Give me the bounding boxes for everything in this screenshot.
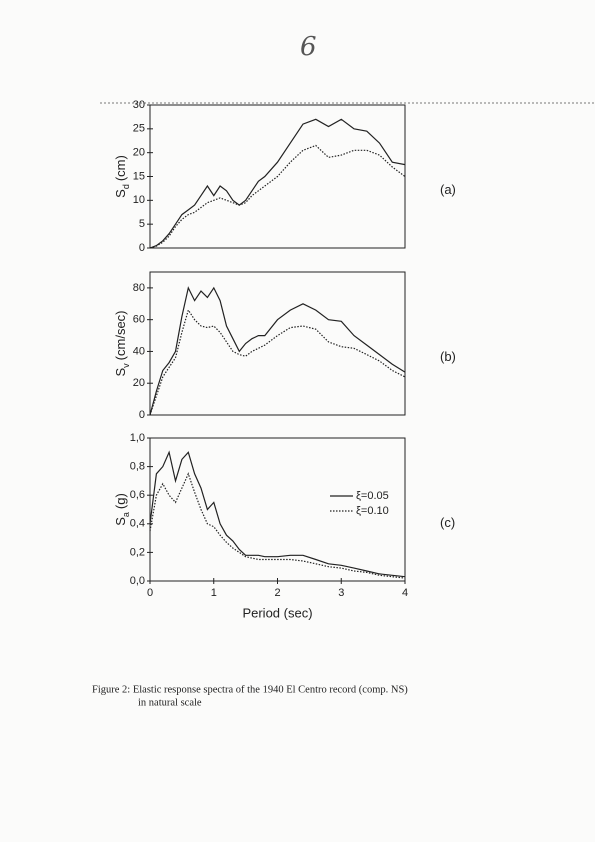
y-axis-label: Sv (cm/sec) (113, 310, 131, 376)
y-tick-label: 0,6 (130, 489, 145, 501)
y-tick-label: 0,4 (130, 518, 145, 530)
y-label-unit: (cm) (113, 155, 128, 181)
y-label-symbol: S (113, 368, 128, 377)
y-label-symbol: S (113, 517, 128, 526)
y-label-unit: (cm/sec) (113, 310, 128, 360)
x-tick-label: 1 (211, 587, 217, 599)
plot-frame (149, 271, 406, 416)
y-label-symbol: S (113, 189, 128, 198)
series-line (149, 308, 406, 416)
y-label-subscript: d (121, 184, 131, 189)
series-line (149, 450, 406, 578)
y-tick-label: 1,0 (130, 432, 145, 444)
y-tick-label: 20 (133, 147, 145, 159)
x-tick-label: 0 (147, 587, 153, 599)
y-tick-label: 40 (133, 345, 145, 357)
panel-label: (b) (440, 349, 456, 364)
y-label-subscript: v (121, 363, 131, 368)
legend-label: ξ=0.05 (356, 490, 389, 502)
x-tick-label: 3 (338, 587, 344, 599)
y-tick-label: 20 (133, 377, 145, 389)
y-tick-label: 60 (133, 314, 145, 326)
y-axis-label: Sa (g) (113, 493, 131, 526)
y-tick-label: 10 (133, 194, 145, 206)
y-tick-label: 0 (139, 242, 145, 254)
handwritten-mark: 6 (300, 32, 317, 62)
panel-label: (c) (440, 515, 455, 530)
series-line (149, 144, 406, 249)
y-tick-label: 0,0 (130, 575, 145, 587)
y-tick-label: 0,8 (130, 461, 145, 473)
series-line (149, 286, 406, 416)
y-tick-label: 25 (133, 123, 145, 135)
y-tick-label: 5 (139, 218, 145, 230)
y-tick-label: 30 (133, 99, 145, 111)
legend-label: ξ=0.10 (356, 505, 389, 517)
x-axis-label: Period (sec) (242, 605, 312, 620)
caption: Figure 2: Elastic response spectra of th… (92, 684, 408, 695)
y-tick-label: 80 (133, 282, 145, 294)
x-tick-label: 4 (402, 587, 408, 599)
panel-label: (a) (440, 182, 456, 197)
y-tick-label: 0 (139, 409, 145, 421)
y-tick-label: 15 (133, 170, 145, 182)
series-line (149, 472, 406, 579)
y-axis-label: Sd (cm) (113, 155, 131, 198)
y-tick-label: 0,2 (130, 546, 145, 558)
series-line (149, 118, 406, 249)
x-tick-label: 2 (274, 587, 280, 599)
y-label-unit: (g) (113, 493, 128, 509)
y-label-subscript: a (121, 512, 131, 517)
caption: in natural scale (138, 697, 202, 708)
